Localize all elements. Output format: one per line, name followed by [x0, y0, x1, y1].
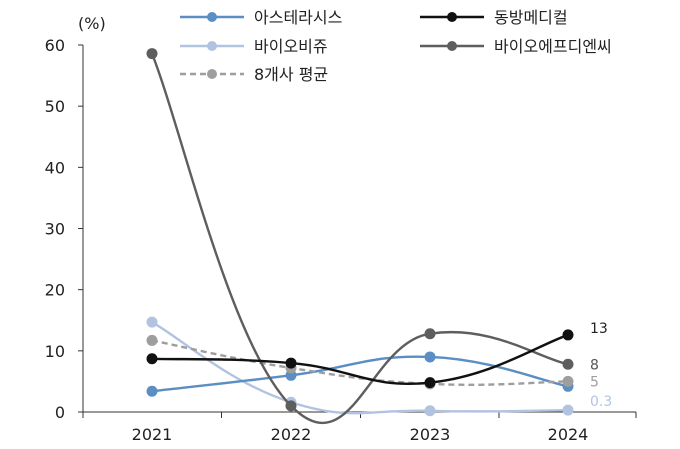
x-tick-label: 2021: [132, 425, 173, 444]
y-axis-unit-label: (%): [78, 14, 106, 33]
data-point: [562, 404, 574, 416]
x-tick-label: 2022: [271, 425, 312, 444]
y-tick-label: 0: [55, 403, 65, 422]
legend-label: 동방메디컬: [494, 8, 568, 27]
series-line: [151, 339, 569, 387]
y-tick-label: 50: [45, 97, 65, 116]
legend-label: 바이오비쥬: [254, 37, 328, 56]
data-point: [424, 351, 436, 363]
legend-label: 8개사 평균: [254, 65, 328, 84]
legend-marker: [207, 69, 217, 79]
data-point: [146, 353, 158, 365]
end-value-label: 8: [590, 357, 599, 373]
data-point: [285, 357, 297, 369]
x-tick-label: 2024: [548, 425, 589, 444]
series-line: [151, 333, 569, 385]
legend-marker: [207, 41, 217, 51]
data-point: [146, 316, 158, 328]
legend-marker: [207, 12, 217, 22]
data-point: [562, 329, 574, 341]
data-point: [146, 334, 158, 346]
end-value-label: 5: [590, 374, 599, 390]
legend-label: 바이오에프디엔씨: [494, 37, 612, 56]
y-tick-label: 40: [45, 158, 65, 177]
legend-marker: [447, 12, 457, 22]
end-value-label: 13: [590, 321, 608, 337]
data-point: [424, 405, 436, 417]
series-line: [150, 53, 569, 424]
data-point: [285, 400, 297, 412]
data-point: [146, 385, 158, 397]
end-value-label: 0.3: [590, 394, 612, 410]
data-point: [424, 377, 436, 389]
data-point: [146, 48, 158, 60]
y-tick-label: 60: [45, 36, 65, 55]
y-tick-label: 30: [45, 220, 65, 239]
x-tick-label: 2023: [410, 425, 451, 444]
legend-label: 아스테라시스: [254, 8, 342, 27]
data-point: [562, 375, 574, 387]
data-point: [562, 358, 574, 370]
axes: 0 10 20 30 40 50 60 2021 2022 2023 2024: [45, 36, 637, 444]
plot-area: 13 85 0.3: [146, 48, 612, 424]
legend-marker: [447, 41, 457, 51]
y-tick-label: 20: [45, 281, 65, 300]
series-line: [151, 355, 569, 393]
data-point: [424, 328, 436, 340]
y-tick-label: 10: [45, 342, 65, 361]
